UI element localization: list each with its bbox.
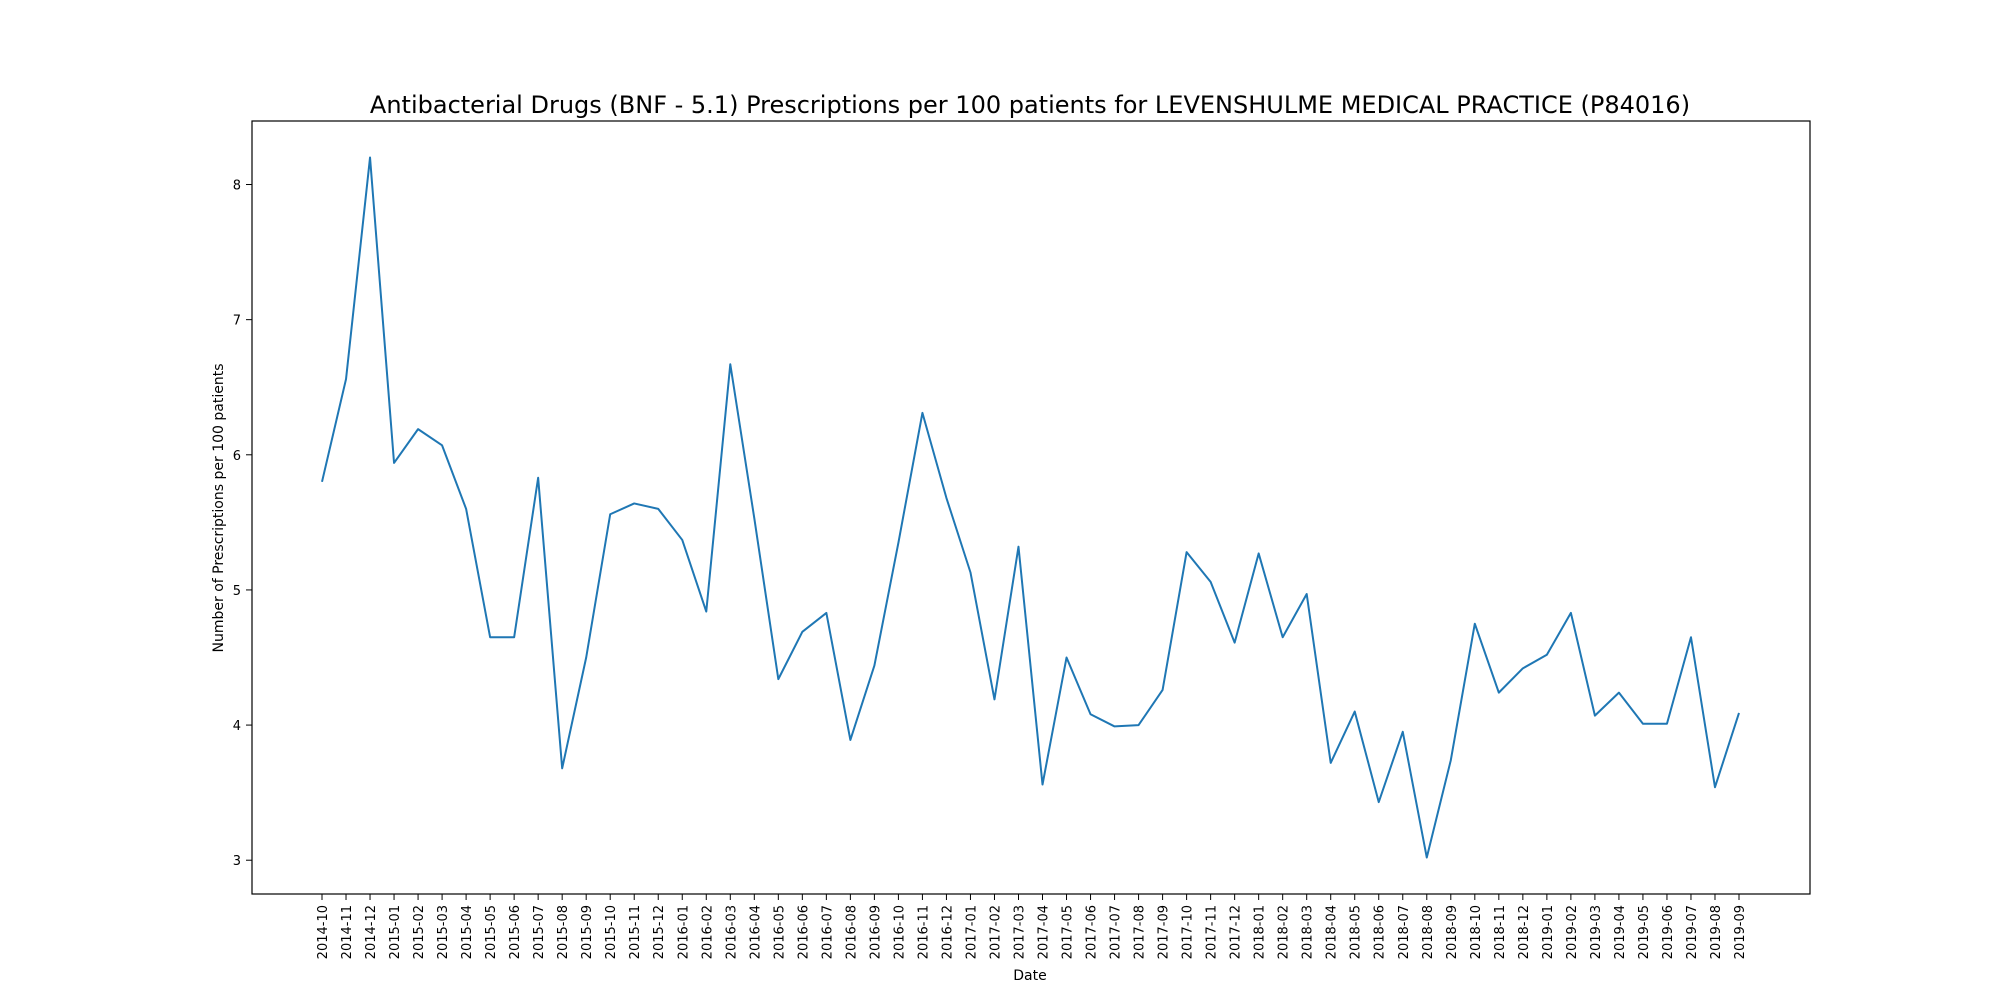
x-tick-label: 2017-07: [1109, 905, 1124, 959]
y-tick-label: 4: [233, 719, 241, 734]
y-tick-label: 5: [233, 584, 241, 599]
x-tick-label: 2016-12: [940, 905, 955, 959]
x-tick-label: 2017-03: [1012, 905, 1027, 959]
x-tick-label: 2015-12: [652, 905, 667, 959]
x-tick-label: 2019-07: [1685, 905, 1700, 959]
x-axis-label: Date: [1013, 968, 1046, 984]
x-tick-label: 2016-09: [868, 905, 883, 959]
x-tick-label: 2015-04: [460, 905, 475, 959]
x-tick-label: 2018-08: [1421, 905, 1436, 959]
x-tick-label: 2017-01: [964, 905, 979, 959]
x-tick-label: 2017-12: [1229, 905, 1244, 959]
y-tick-label: 7: [233, 314, 241, 329]
x-tick-label: 2018-04: [1325, 905, 1340, 959]
x-tick-label: 2016-07: [820, 905, 835, 959]
y-axis-label: Number of Prescriptions per 100 patients: [211, 364, 227, 653]
x-tick-label: 2016-02: [700, 905, 715, 959]
x-tick-label: 2018-11: [1493, 905, 1508, 959]
x-tick-label: 2017-05: [1061, 905, 1076, 959]
x-tick-label: 2015-08: [556, 905, 571, 959]
x-tick-label: 2015-09: [580, 905, 595, 959]
x-tick-label: 2016-05: [772, 905, 787, 959]
x-tick-label: 2018-02: [1277, 905, 1292, 959]
x-tick-label: 2019-04: [1613, 905, 1628, 959]
x-tick-label: 2015-07: [532, 905, 547, 959]
x-axis: 2014-10 2014-11 2014-12 2015-01 2015-02 2015-…: [316, 894, 1748, 959]
x-tick-label: 2015-05: [484, 905, 499, 959]
y-tick-label: 3: [233, 854, 241, 869]
x-tick-label: 2016-04: [748, 905, 763, 959]
x-tick-label: 2018-07: [1397, 905, 1412, 959]
x-tick-label: 2017-04: [1037, 905, 1052, 959]
x-tick-label: 2016-10: [892, 905, 907, 959]
x-tick-label: 2015-10: [604, 905, 619, 959]
x-tick-label: 2014-11: [340, 905, 355, 959]
x-tick-label: 2016-06: [796, 905, 811, 959]
y-axis: 3 4 5 6 7 8: [233, 179, 252, 869]
x-tick-label: 2019-06: [1661, 905, 1676, 959]
x-tick-label: 2018-03: [1301, 905, 1316, 959]
x-tick-label: 2019-01: [1541, 905, 1556, 959]
x-tick-label: 2014-10: [316, 905, 331, 959]
x-tick-label: 2018-05: [1349, 905, 1364, 959]
series-line: [321, 156, 1740, 859]
x-tick-label: 2017-06: [1085, 905, 1100, 959]
x-tick-label: 2019-05: [1637, 905, 1652, 959]
x-tick-label: 2015-03: [436, 905, 451, 959]
x-tick-label: 2019-03: [1589, 905, 1604, 959]
x-tick-label: 2017-10: [1181, 905, 1196, 959]
x-tick-label: 2015-01: [388, 905, 403, 959]
x-tick-label: 2018-09: [1445, 905, 1460, 959]
chart-title: Antibacterial Drugs (BNF - 5.1) Prescrip…: [370, 91, 1690, 119]
x-tick-label: 2015-11: [628, 905, 643, 959]
x-tick-label: 2018-12: [1517, 905, 1532, 959]
x-tick-label: 2016-01: [676, 905, 691, 959]
x-tick-label: 2016-08: [844, 905, 859, 959]
x-tick-label: 2015-06: [508, 905, 523, 959]
plot-area-frame: [251, 120, 1811, 895]
y-tick-label: 8: [233, 179, 241, 194]
x-tick-label: 2019-02: [1565, 905, 1580, 959]
x-tick-label: 2018-01: [1253, 905, 1268, 959]
x-tick-label: 2015-02: [412, 905, 427, 959]
x-tick-label: 2018-06: [1373, 905, 1388, 959]
x-tick-label: 2014-12: [364, 905, 379, 959]
x-tick-label: 2016-03: [724, 905, 739, 959]
x-tick-label: 2017-08: [1133, 905, 1148, 959]
x-tick-label: 2018-10: [1469, 905, 1484, 959]
x-tick-label: 2017-09: [1157, 905, 1172, 959]
x-tick-label: 2017-02: [988, 905, 1003, 959]
x-tick-label: 2016-11: [916, 905, 931, 959]
x-tick-label: 2019-09: [1733, 905, 1748, 959]
x-tick-label: 2019-08: [1709, 905, 1724, 959]
y-tick-label: 6: [233, 449, 241, 464]
x-tick-label: 2017-11: [1205, 905, 1220, 959]
